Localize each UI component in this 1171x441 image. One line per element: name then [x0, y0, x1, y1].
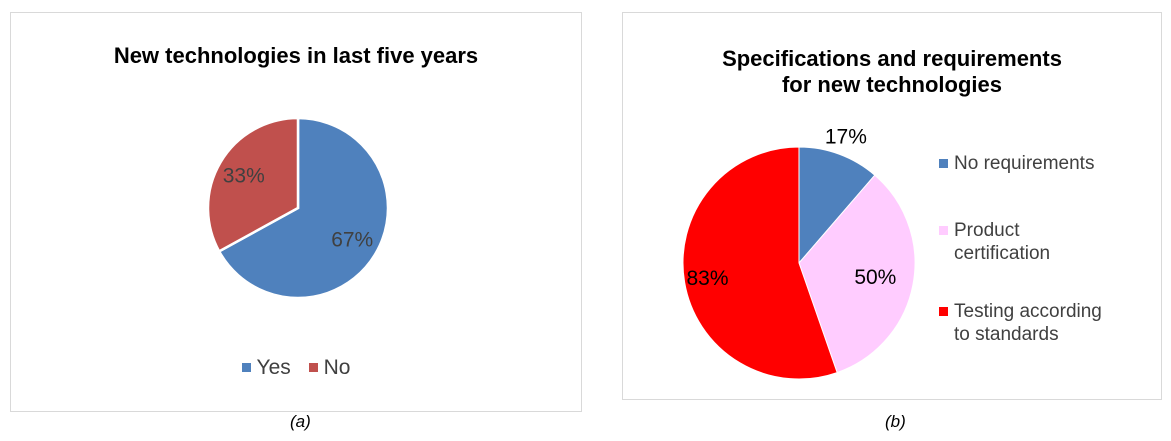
- data-label-no: 33%: [223, 164, 265, 187]
- legend-item-no: No: [308, 356, 351, 380]
- chart-panel-a: New technologies in last five years 67% 3…: [10, 12, 582, 412]
- figure-caption-a: (a): [290, 412, 311, 431]
- legend-label-line: to standards: [954, 324, 1059, 345]
- legend-label: Testing according to standards: [954, 300, 1154, 346]
- legend-label: Product certification: [954, 219, 1154, 265]
- legend-label: No requirements: [954, 152, 1154, 175]
- pie-slice-product-certification: [798, 174, 916, 374]
- pie-slice-yes: [217, 116, 390, 300]
- data-label-product-certification: 50%: [854, 266, 896, 289]
- legend-item-yes: Yes: [241, 356, 291, 380]
- pie-chart: 17% 50% 83%: [682, 125, 916, 380]
- pie-chart: 67% 33%: [206, 116, 390, 300]
- pie-slice-no-requirements: [798, 146, 876, 265]
- chart-panel-b: Specifications and requirements for new …: [622, 12, 1162, 400]
- legend-label: Yes: [256, 356, 291, 379]
- chart-title-line: for new technologies: [781, 72, 1003, 97]
- chart-title-line: Specifications and requirements: [722, 46, 1062, 71]
- legend-swatch: [939, 307, 948, 316]
- data-label-yes: 67%: [331, 229, 373, 252]
- data-label-no-requirements: 17%: [825, 125, 867, 148]
- legend-label: No: [323, 356, 351, 379]
- legend-swatch: [939, 159, 948, 168]
- legend-label-line: No requirements: [954, 153, 1095, 174]
- chart-title: Specifications and requirements for new …: [623, 46, 1161, 98]
- chart-legend: Yes No: [11, 356, 581, 380]
- legend-label-line: Product: [954, 220, 1020, 241]
- figure-caption-b: (b): [885, 412, 906, 431]
- legend-swatch: [939, 226, 948, 235]
- legend-swatch: [308, 363, 318, 372]
- legend-label-line: certification: [954, 243, 1051, 264]
- data-label-testing-according-to-standards: 83%: [686, 267, 728, 290]
- pie-slice-no: [206, 116, 300, 254]
- legend-label-line: Testing according: [954, 301, 1102, 322]
- chart-title: New technologies in last five years: [113, 43, 479, 68]
- pie-slice-testing-according-to-standards: [682, 146, 838, 380]
- legend-swatch: [241, 363, 251, 372]
